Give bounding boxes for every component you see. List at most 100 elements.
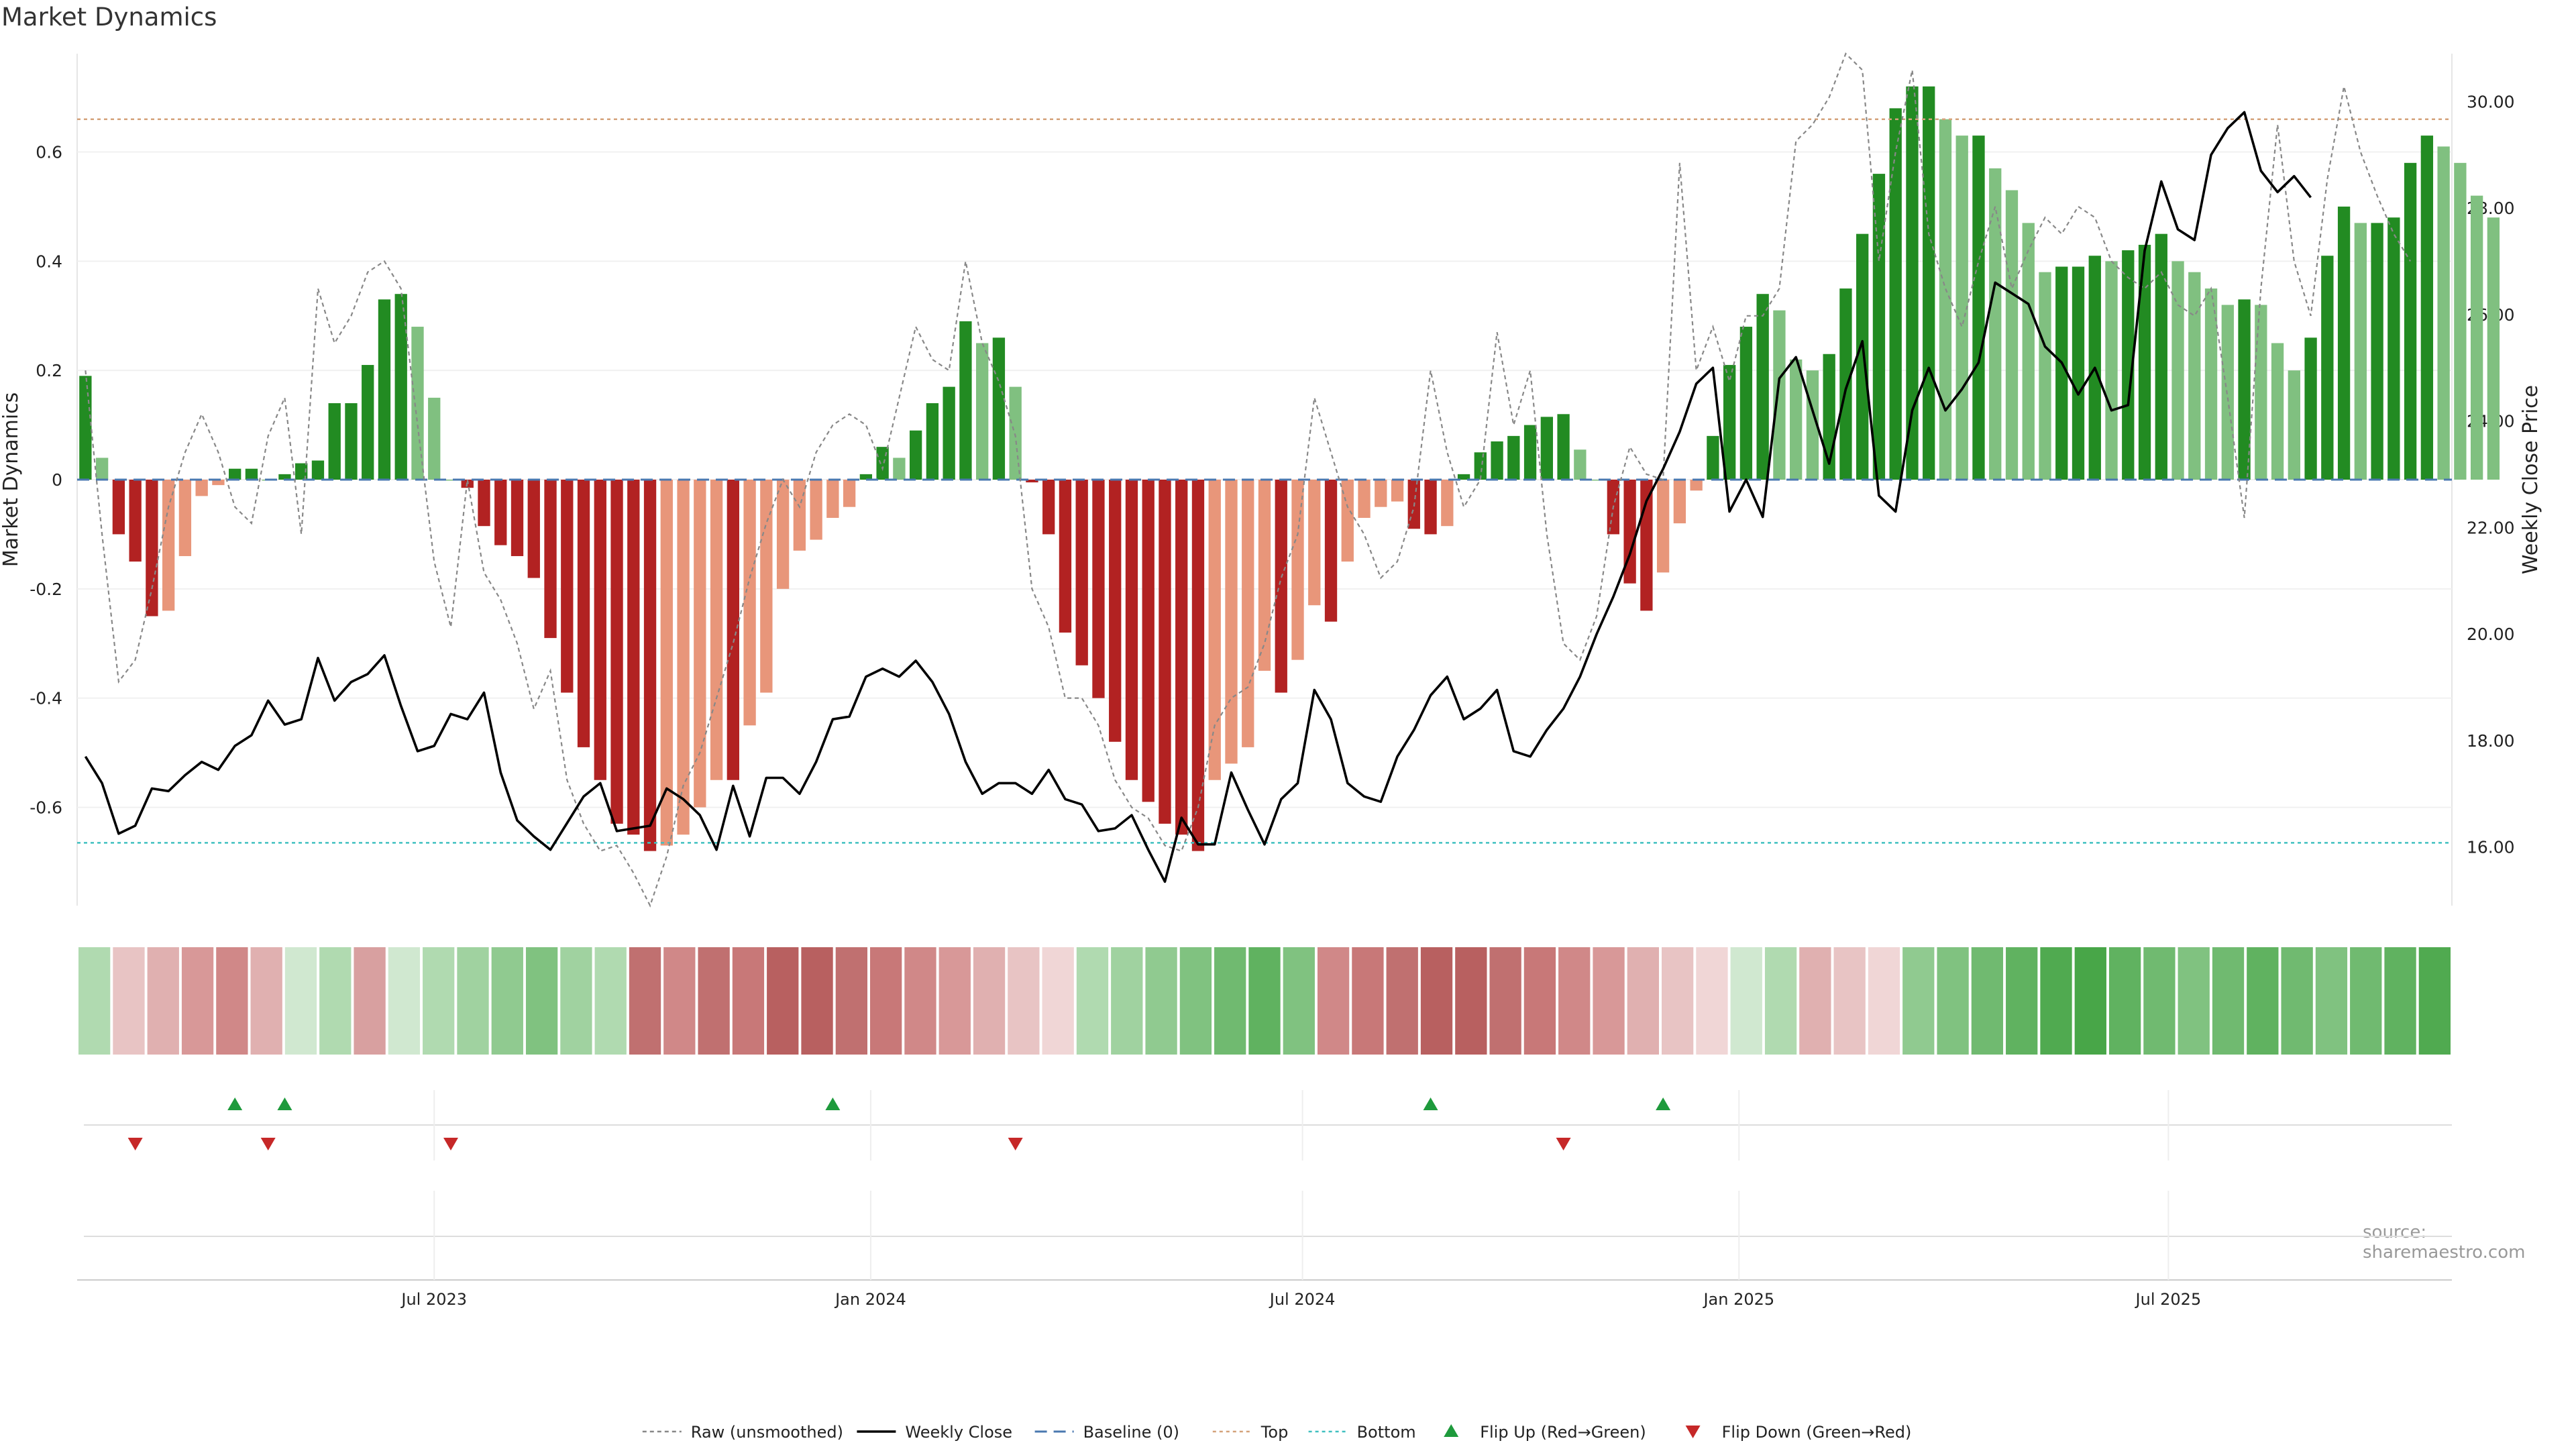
x-tick-label: Jul 2024	[1269, 1290, 1336, 1309]
heat-strip-cell	[1387, 947, 1418, 1055]
dynamics-bar	[2171, 261, 2184, 480]
legend-label: Flip Up (Red→Green)	[1480, 1423, 1646, 1442]
dynamics-bar	[794, 480, 806, 551]
heat-strip-cell	[733, 947, 764, 1055]
heat-strip-cell	[1834, 947, 1866, 1055]
dynamics-bar	[876, 447, 888, 480]
dynamics-bar	[627, 480, 639, 835]
heat-strip-cell	[2109, 947, 2141, 1055]
dynamics-bar	[1491, 441, 1503, 480]
heat-strip-cell	[148, 947, 179, 1055]
y-tick-label: 0.4	[36, 252, 62, 271]
heat-strip-cell	[1696, 947, 1727, 1055]
y-right-tick-label: 22.00	[2467, 518, 2515, 537]
dynamics-bar	[246, 469, 258, 480]
dynamics-bar	[2023, 223, 2035, 480]
heat-strip-cell	[526, 947, 557, 1055]
heat-strip-cell	[1902, 947, 1934, 1055]
legend-item-weekly: Weekly Close	[857, 1423, 1012, 1442]
dynamics-bar	[1225, 480, 1237, 763]
y-right-tick-label: 16.00	[2467, 838, 2515, 857]
heat-strip-cell	[319, 947, 351, 1055]
flip-up-marker	[825, 1097, 840, 1110]
legend-label: Flip Down (Green→Red)	[1722, 1423, 1912, 1442]
dynamics-bar	[1657, 480, 1669, 572]
dynamics-bar	[1059, 480, 1071, 633]
heat-strip-cell	[1352, 947, 1383, 1055]
heat-strip-cell	[1489, 947, 1521, 1055]
heat-strip-cell	[560, 947, 592, 1055]
heat-strip-cell	[113, 947, 144, 1055]
dynamics-bar	[2072, 267, 2084, 480]
heat-strip-cell	[939, 947, 971, 1055]
dynamics-bar	[1142, 480, 1155, 802]
heat-strip-cell	[1180, 947, 1212, 1055]
heat-strip-cell	[1248, 947, 1280, 1055]
dynamics-bar	[2321, 256, 2333, 480]
dynamics-bar	[926, 403, 938, 480]
heat-strip-cell	[1799, 947, 1831, 1055]
heat-strip-cell	[78, 947, 110, 1055]
heat-strip-cell	[1627, 947, 1659, 1055]
dynamics-bar	[1989, 168, 2001, 480]
flip-down-marker	[443, 1138, 458, 1150]
heat-strip-cell	[2419, 947, 2451, 1055]
dynamics-bar	[129, 480, 141, 561]
dynamics-bar	[1358, 480, 1370, 518]
dynamics-bar	[1939, 119, 1951, 480]
dynamics-bar	[79, 376, 91, 480]
heat-strip-cell	[1421, 947, 1452, 1055]
heat-strip-cell	[1214, 947, 1246, 1055]
y-right-tick-label: 18.00	[2467, 731, 2515, 751]
dynamics-bar	[378, 299, 390, 480]
heat-strip-cell	[2040, 947, 2072, 1055]
flip-down-marker	[1008, 1138, 1023, 1150]
dynamics-bar	[1690, 480, 1702, 490]
heat-strip-cell	[870, 947, 902, 1055]
legend-swatch	[1686, 1426, 1701, 1438]
dynamics-bar	[777, 480, 789, 589]
flip-down-marker	[261, 1138, 276, 1150]
y-tick-label: 0.6	[36, 143, 62, 162]
dynamics-bar	[826, 480, 839, 518]
dynamics-bar	[1723, 365, 1735, 480]
heat-strip-cell	[2350, 947, 2381, 1055]
dynamics-bar	[2006, 191, 2018, 480]
dynamics-bar	[727, 480, 739, 780]
dynamics-bar	[1972, 136, 1984, 480]
heat-strip-cell	[629, 947, 661, 1055]
dynamics-bar	[743, 480, 755, 725]
heat-strip-cell	[801, 947, 833, 1055]
flip-up-marker	[277, 1097, 292, 1110]
y-tick-label: 0	[52, 470, 62, 490]
heat-strip-cell	[285, 947, 317, 1055]
dynamics-bar	[1674, 480, 1686, 523]
heat-strip-cell	[457, 947, 488, 1055]
dynamics-bar	[113, 480, 125, 534]
dynamics-bar	[2421, 136, 2433, 480]
dynamics-bar	[544, 480, 556, 638]
dynamics-bar	[2271, 343, 2284, 480]
dynamics-bar	[710, 480, 722, 780]
legend-item-top: Top	[1213, 1423, 1289, 1442]
flip-down-marker	[1556, 1138, 1571, 1150]
heat-strip-cell	[2212, 947, 2244, 1055]
heat-strip-cell	[182, 947, 213, 1055]
legend-item-flip_down: Flip Down (Green→Red)	[1686, 1423, 1912, 1442]
dynamics-bar	[610, 480, 623, 824]
dynamics-bar	[1325, 480, 1337, 622]
dynamics-bar	[2454, 163, 2466, 480]
heat-strip-cell	[1008, 947, 1039, 1055]
dynamics-bar	[1209, 480, 1221, 780]
dynamics-bar	[1275, 480, 1287, 693]
dynamics-bar	[2255, 305, 2267, 480]
dynamics-bar	[179, 480, 191, 556]
dynamics-bar	[362, 365, 374, 480]
flip-down-marker	[128, 1138, 143, 1150]
dynamics-bar	[1839, 288, 1851, 480]
dynamics-bar	[993, 337, 1005, 480]
dynamics-bar	[345, 403, 357, 480]
dynamics-bar	[146, 480, 158, 616]
dynamics-bar	[2222, 305, 2234, 480]
